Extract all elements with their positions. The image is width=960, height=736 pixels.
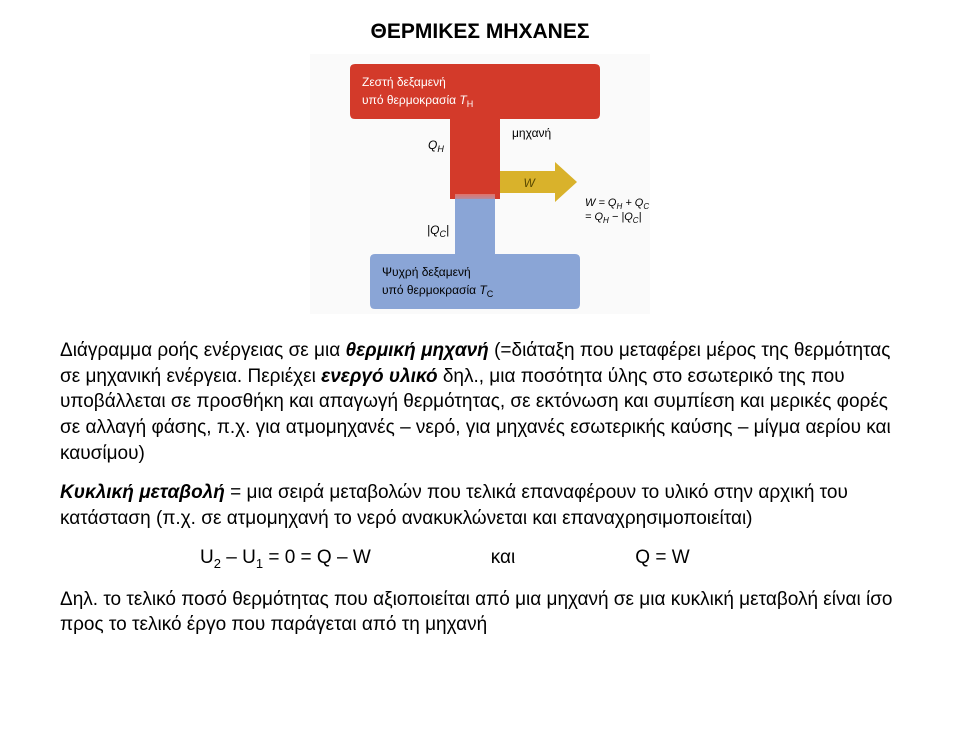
paragraph-1: Διάγραμμα ροής ενέργειας σε μια θερμική …: [60, 338, 900, 466]
diagram-svg: Ζεστή δεξαμενή υπό θερμοκρασία TH QH μηχ…: [310, 54, 650, 314]
w-label: W: [524, 176, 537, 190]
p1-lead: Διάγραμμα ροής ενέργειας σε μια: [60, 340, 346, 361]
paragraph-2: Κυκλική μεταβολή = μια σειρά μεταβολών π…: [60, 480, 900, 531]
page-root: ΘΕΡΜΙΚΕΣ ΜΗΧΑΝΕΣ Ζεστή δεξαμενή υπό θερμ…: [0, 0, 960, 672]
q-h-label: QH: [428, 138, 444, 154]
equation-line: U2 – U1 = 0 = Q – W και Q = W: [60, 545, 900, 572]
eq-minus: – U: [221, 547, 256, 568]
page-title: ΘΕΡΜΙΚΕΣ ΜΗΧΑΝΕΣ: [60, 20, 900, 44]
paragraph-3: Δηλ. το τελικό ποσό θερμότητας που αξιοπ…: [60, 587, 900, 638]
svg-text:Ζεστή δεξαμενή: Ζεστή δεξαμενή: [362, 75, 446, 89]
energy-equation-2: = QH − |QC|: [585, 211, 642, 225]
svg-text:Ψυχρή δεξαμενή: Ψυχρή δεξαμενή: [382, 265, 471, 279]
work-arrow-icon: [500, 162, 577, 202]
svg-text:υπό θερμοκρασία TC: υπό θερμοκρασία TC: [382, 283, 494, 299]
eq-left: U2 – U1 = 0 = Q – W: [200, 545, 371, 572]
eq-u2-sub: 2: [214, 556, 221, 571]
cold-reservoir: Ψυχρή δεξαμενή υπό θερμοκρασία TC: [370, 199, 580, 309]
eq-mid: και: [491, 545, 515, 572]
p1-bold2: ενεργό υλικό: [321, 366, 437, 387]
q-c-label: |QC|: [427, 223, 449, 239]
eq-u: U: [200, 547, 214, 568]
machine-label: μηχανή: [512, 126, 551, 140]
svg-text:υπό θερμοκρασία TH: υπό θερμοκρασία TH: [362, 93, 473, 109]
eq-tail: = 0 = Q – W: [263, 547, 371, 568]
eq-right: Q = W: [635, 545, 689, 572]
body-text: Διάγραμμα ροής ενέργειας σε μια θερμική …: [60, 338, 900, 638]
heat-engine-diagram: Ζεστή δεξαμενή υπό θερμοκρασία TH QH μηχ…: [310, 54, 650, 314]
eq-u1-sub: 1: [256, 556, 263, 571]
p1-bold1: θερμική μηχανή: [346, 340, 489, 361]
energy-equation-1: W = QH + QC: [585, 197, 649, 211]
p2-bold: Κυκλική μεταβολή: [60, 482, 225, 503]
